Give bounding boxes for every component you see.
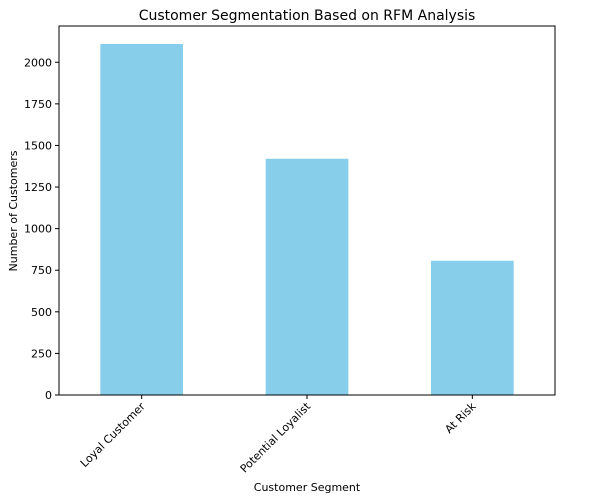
x-tick-label: At Risk [442, 399, 478, 435]
y-tick-label: 0 [45, 389, 52, 402]
chart-title: Customer Segmentation Based on RFM Analy… [139, 8, 476, 24]
y-tick-label: 1500 [24, 139, 52, 152]
bar [100, 43, 183, 396]
x-tick-label: Potential Loyalist [238, 399, 314, 475]
y-tick-label: 1250 [24, 181, 52, 194]
bar [431, 260, 514, 395]
y-tick-label: 750 [31, 264, 52, 277]
y-tick-label: 1000 [24, 223, 52, 236]
plot-area: 0 250 500 750 1000 1250 1500 1750 2000 Loyal Cust… [24, 25, 556, 475]
x-tick-label: Loyal Customer [78, 400, 148, 470]
y-axis-label: Number of Customers [7, 150, 20, 271]
y-tick-label: 500 [31, 306, 52, 319]
x-axis-label: Customer Segment [254, 481, 361, 494]
y-tick-label: 250 [31, 347, 52, 360]
bar [265, 158, 349, 395]
y-tick-label: 1750 [24, 98, 52, 111]
y-tick-label: 2000 [24, 56, 52, 69]
